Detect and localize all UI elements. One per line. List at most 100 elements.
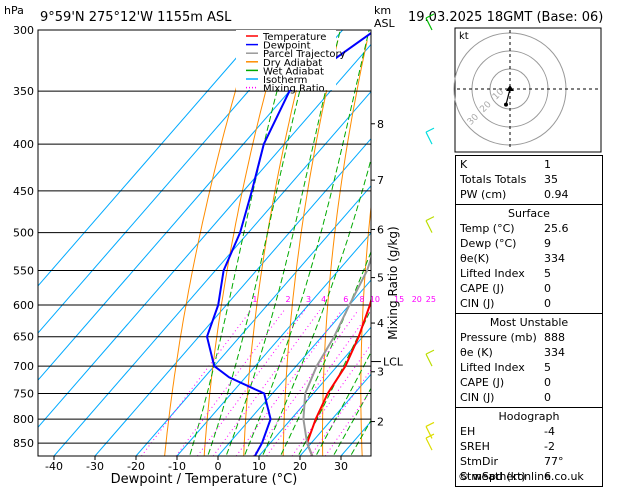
pressure-tick-label: 800 xyxy=(13,413,34,426)
hodo-value: 6 xyxy=(544,470,551,483)
mixing-ratio-label: 8 xyxy=(359,295,364,304)
km-tick-label: 5 xyxy=(377,272,384,285)
isotherm-line xyxy=(217,279,371,456)
wind-barb-flag xyxy=(425,421,435,427)
surface-row: Temp (°C) 25.6 xyxy=(460,221,598,236)
surface-row: Dewp (°C) 9 xyxy=(460,236,598,251)
legend-item-label: Dry Adiabat xyxy=(263,58,322,69)
most-unstable-section: Most Unstable Pressure (mb) 888 θe (K) 334 L… xyxy=(456,314,602,408)
mixing-ratio-labels: 1 2 3 4 6 8 10 15 20 25 xyxy=(252,295,436,304)
isotherm-line xyxy=(38,30,302,334)
legend-item-label: Temperature xyxy=(262,32,326,43)
mixing-ratio-line xyxy=(252,309,359,456)
hodo-row: StmDir 77° xyxy=(460,454,598,469)
surface-row: Lifted Index 5 xyxy=(460,266,598,281)
km-tick-label: 4 xyxy=(377,317,384,330)
mixing-ratio-line xyxy=(197,309,306,456)
profile-lines xyxy=(205,31,371,456)
temperature-tick-label: 10 xyxy=(252,460,266,473)
isotherm-line xyxy=(94,137,371,456)
surface-value: 9 xyxy=(544,237,551,250)
credit-text: © weatheronline.co.uk xyxy=(458,470,584,483)
unstable-label: CIN (J) xyxy=(460,391,495,404)
mixing-ratio-line xyxy=(266,309,371,456)
lcl-label: LCL xyxy=(383,356,404,369)
datetime-title: 19.03.2025 18GMT (Base: 06) xyxy=(408,10,603,25)
surface-label: θe(K) xyxy=(460,252,490,265)
hodograph-section: Hodograph EH -4 SREH -2 StmDir 77° StmSpd (kt)… xyxy=(456,408,602,486)
unstable-value: 0 xyxy=(544,391,551,404)
wet-adiabat-line xyxy=(207,30,316,455)
isotherm-line xyxy=(135,185,371,456)
wind-barb-flag xyxy=(425,13,435,19)
surface-label: Lifted Index xyxy=(460,267,525,280)
unstable-row: Pressure (mb) 888 xyxy=(460,330,598,345)
mixing-ratio-label: 20 xyxy=(412,295,422,304)
legend-item-label: Isotherm xyxy=(263,75,307,86)
series-temperature xyxy=(306,297,371,456)
hodograph-title: Hodograph xyxy=(498,410,560,423)
hodo-value: -4 xyxy=(544,425,555,438)
index-value: 1 xyxy=(544,158,551,171)
pressure-tick-label: 600 xyxy=(13,299,34,312)
dry-adiabat-line xyxy=(600,40,629,456)
dry-adiabat-line xyxy=(164,40,251,456)
km-tick-label: 6 xyxy=(377,223,384,236)
isotherm-line xyxy=(38,30,343,381)
index-label: Totals Totals xyxy=(460,173,527,186)
unstable-value: 888 xyxy=(544,331,565,344)
isotherm-line xyxy=(258,326,371,456)
surface-value: 25.6 xyxy=(544,222,569,235)
temperature-tick-label: -40 xyxy=(45,460,63,473)
surface-label: Dewp (°C) xyxy=(460,237,517,250)
wind-barb xyxy=(425,220,433,233)
pressure-tick-label: 500 xyxy=(13,227,34,240)
index-value: 35 xyxy=(544,173,558,186)
isotherm-line xyxy=(299,373,371,456)
surface-row: CIN (J) 0 xyxy=(460,296,598,311)
surface-value: 334 xyxy=(544,252,565,265)
pressure-tick-label: 400 xyxy=(13,138,34,151)
most-unstable-title: Most Unstable xyxy=(489,316,569,329)
temperature-tick-label: -30 xyxy=(86,460,104,473)
km-axis: 8 7 6 5 4 3 2 LCL xyxy=(371,118,404,429)
pressure-tick-label: 650 xyxy=(13,331,34,344)
km-tick-label: 8 xyxy=(377,118,384,131)
pressure-tick-label: 700 xyxy=(13,360,34,373)
location-title: 9°59'N 275°12'W 1155m ASL xyxy=(40,10,232,25)
surface-value: 5 xyxy=(544,267,551,280)
unstable-row: CAPE (J) 0 xyxy=(460,375,598,390)
hodograph-point xyxy=(504,102,508,107)
hodo-value: 77° xyxy=(544,455,564,468)
km-tick-label: 3 xyxy=(377,366,384,379)
unstable-value: 0 xyxy=(544,376,551,389)
series-parcel-trajectory xyxy=(302,255,371,456)
wind-barb-flag xyxy=(425,216,435,222)
temperature-tick-label: 0 xyxy=(215,460,222,473)
index-row: Totals Totals 35 xyxy=(460,172,598,187)
surface-label: Temp (°C) xyxy=(460,222,515,235)
surface-value: 0 xyxy=(544,297,551,310)
pressure-tick-label: 350 xyxy=(13,85,34,98)
surface-section: Surface Temp (°C) 25.6 Dewp (°C) 9 θe(K) 334 L… xyxy=(456,205,602,314)
x-axis-label: Dewpoint / Temperature (°C) xyxy=(111,472,298,486)
hodo-row: EH -4 xyxy=(460,424,598,439)
wind-barb-flag xyxy=(425,433,435,439)
indices-table: K 1 Totals Totals 35 PW (cm) 0.94 Surface Tem… xyxy=(455,155,603,487)
unstable-value: 5 xyxy=(544,361,551,374)
wet-adiabat-line xyxy=(189,30,294,455)
unstable-row: θe (K) 334 xyxy=(460,345,598,360)
temperature-tick-label: 30 xyxy=(334,460,348,473)
mixing-ratio-line xyxy=(310,369,371,456)
mixing-ratio-line xyxy=(324,389,371,456)
mixing-ratio-label: 6 xyxy=(343,295,348,304)
dry-adiabat-line xyxy=(434,40,455,456)
unstable-row: CIN (J) 0 xyxy=(460,390,598,405)
wind-barb xyxy=(425,17,433,31)
legend-bg xyxy=(236,30,336,90)
index-row: PW (cm) 0.94 xyxy=(460,187,598,202)
